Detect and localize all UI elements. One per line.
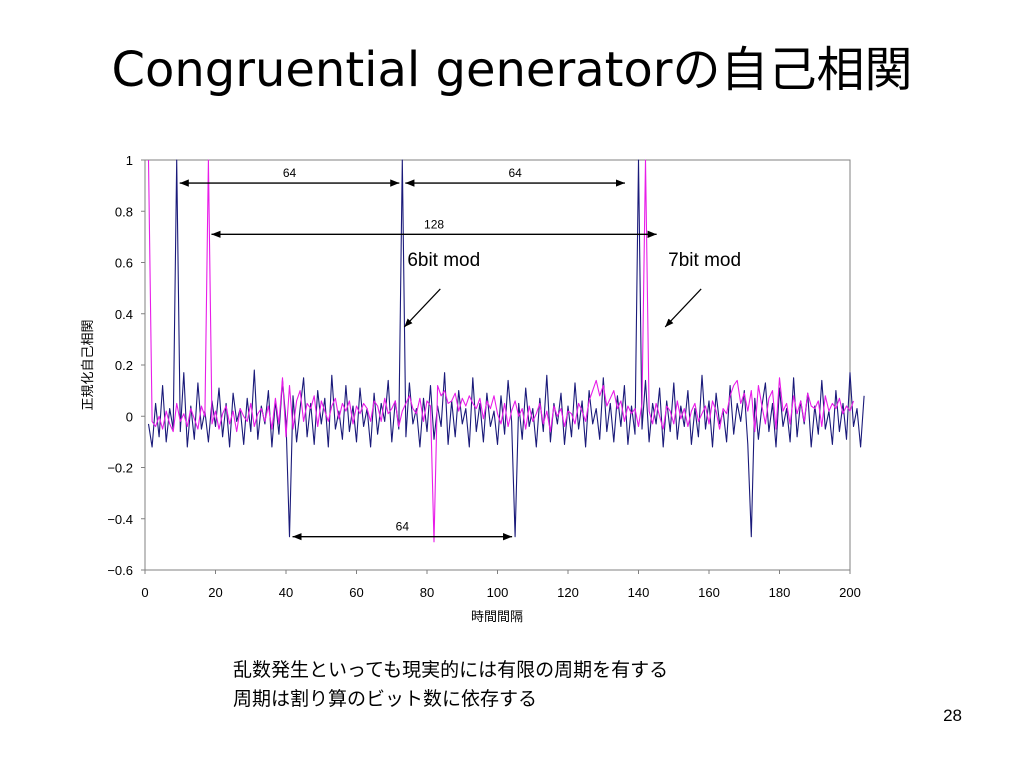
annotation-arrow: [664, 288, 702, 328]
series-layer: [147, 159, 865, 543]
y-tick-label: −0.4: [107, 512, 133, 527]
dimension-label: 128: [424, 217, 444, 231]
y-tick-label: 1: [126, 153, 133, 168]
x-tick-label: 120: [557, 585, 579, 600]
x-tick-label: 200: [839, 585, 861, 600]
x-axis: 0 20 40 60 80 100 120 140 160 180 200: [141, 570, 861, 600]
x-tick-label: 60: [349, 585, 363, 600]
dimension-label: 64: [283, 166, 297, 180]
x-tick-label: 40: [279, 585, 293, 600]
note-line-1: 乱数発生といっても現実的には有限の周期を有する: [233, 659, 669, 681]
y-axis-title: 正規化自己相関: [81, 319, 96, 410]
x-tick-label: 0: [141, 585, 148, 600]
y-tick-label: −0.6: [107, 563, 133, 578]
y-tick-label: 0.2: [115, 358, 133, 373]
note-line-2: 周期は割り算のビット数に依存する: [233, 688, 538, 710]
annotation-label: 6bit mod: [407, 250, 480, 271]
series-line-1: [147, 159, 865, 538]
x-axis-title: 時間間隔: [471, 610, 523, 625]
annotation-arrow: [403, 288, 441, 328]
page-number: 28: [943, 706, 962, 725]
annotation-label: 7bit mod: [668, 250, 741, 271]
slide-notes: 乱数発生といっても現実的には有限の周期を有する 周期は割り算のビット数に依存する: [233, 656, 668, 714]
dimension-label: 64: [508, 166, 522, 180]
x-tick-label: 180: [769, 585, 791, 600]
y-axis: 1 0.8 0.6 0.4 0.2 0 −0.2 −0.4 −0.6: [107, 153, 145, 578]
dimension-lines: 64 64 128 64: [179, 166, 657, 541]
y-tick-label: 0.6: [115, 256, 133, 271]
x-tick-label: 80: [420, 585, 434, 600]
annotations: 6bit mod 7bit mod: [403, 250, 741, 328]
y-tick-label: 0.4: [115, 307, 133, 322]
autocorrelation-chart: 1 0.8 0.6 0.4 0.2 0 −0.2 −0.4 −0.6 0 20 40 60 80 100 1…: [81, 153, 865, 625]
x-tick-label: 160: [698, 585, 720, 600]
y-tick-label: 0: [126, 409, 133, 424]
plot-area: [144, 159, 851, 571]
slide-title: Congruential generatorの自己相関: [111, 42, 913, 98]
y-tick-label: −0.2: [107, 461, 133, 476]
x-tick-label: 20: [208, 585, 222, 600]
x-tick-label: 100: [487, 585, 509, 600]
y-tick-label: 0.8: [115, 204, 133, 219]
x-tick-label: 140: [628, 585, 650, 600]
series-line-2: [147, 159, 855, 543]
dimension-label: 64: [396, 520, 410, 534]
